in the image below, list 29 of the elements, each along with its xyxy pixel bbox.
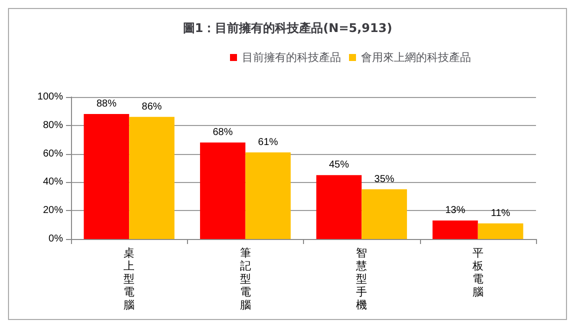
y-tick-label: 20%: [42, 205, 64, 216]
bar: [84, 114, 130, 239]
y-tick-label: 60%: [42, 148, 64, 160]
data-label: 13%: [445, 205, 466, 216]
x-tick-label: 智慧型手機: [355, 248, 368, 312]
x-tick-label: 平板電腦: [471, 248, 484, 298]
data-label: 35%: [374, 174, 394, 185]
bar: [362, 189, 407, 239]
chart-title: 圖1：目前擁有的科技產品(N=5,913): [182, 21, 392, 35]
bar: [316, 175, 362, 239]
data-label: 68%: [212, 126, 233, 138]
y-tick-label: 80%: [42, 120, 64, 131]
x-tick-label: 桌上型電腦: [124, 246, 135, 312]
bar: [129, 116, 174, 239]
bar: [200, 142, 246, 239]
data-label: 61%: [258, 136, 278, 148]
y-tick-label: 40%: [42, 176, 64, 188]
bar: [432, 220, 478, 239]
y-tick-label: 100%: [37, 92, 64, 102]
y-tick-label: 0%: [48, 234, 64, 244]
legend-label: 目前擁有的科技產品: [242, 51, 341, 64]
legend-label: 會用來上網的科技產品: [361, 51, 471, 64]
data-label: 11%: [490, 208, 510, 219]
x-tick-label: 筆記型電腦: [240, 248, 251, 312]
bar: [245, 152, 291, 239]
bar: [478, 223, 524, 239]
data-label: 88%: [96, 98, 117, 110]
data-label: 45%: [328, 160, 350, 171]
data-label: 86%: [142, 101, 162, 112]
